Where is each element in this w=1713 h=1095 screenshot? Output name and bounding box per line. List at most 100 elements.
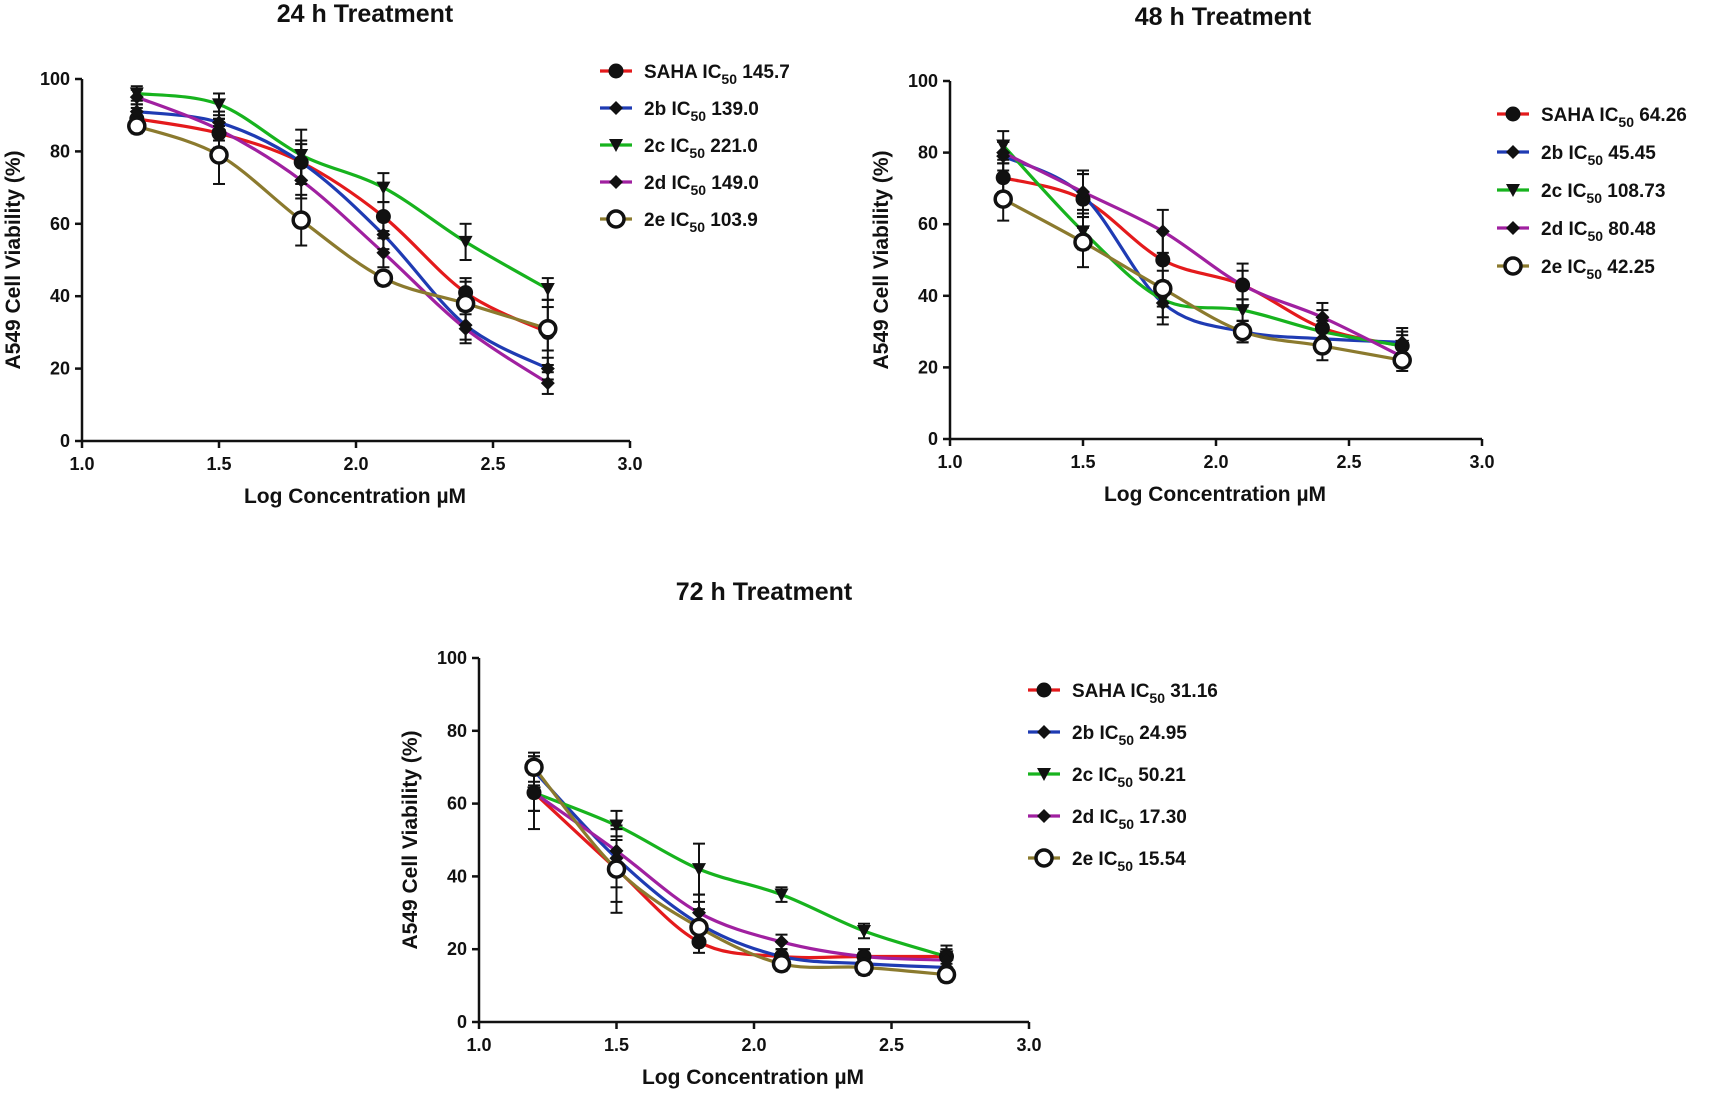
data-point-2d xyxy=(540,376,555,391)
y-tick-label: 40 xyxy=(50,286,70,306)
y-tick-label: 60 xyxy=(447,794,467,814)
chart-3: 72 h Treatment 1.0 1.5 2.0 2.5 3.0 0 20 40 60 80 10… xyxy=(399,578,1218,1089)
legend-marker xyxy=(1506,184,1520,197)
legend-entry-2b: 2b IC50 24.95 xyxy=(1028,723,1187,748)
legend-marker xyxy=(609,101,623,115)
x-tick-label: 1.5 xyxy=(206,454,231,474)
data-point-2c xyxy=(609,819,624,833)
data-point-2b xyxy=(540,361,555,376)
y-tick-label: 20 xyxy=(918,357,938,377)
legend-entry-2b: 2b IC50 45.45 xyxy=(1497,143,1656,168)
data-point-2c xyxy=(212,98,226,112)
legend-label: SAHA IC50 31.16 xyxy=(1072,681,1218,706)
data-point-2c xyxy=(294,149,309,163)
data-point-2d xyxy=(1155,224,1170,239)
data-point-2d xyxy=(1076,184,1090,199)
data-point-2b xyxy=(376,227,391,242)
legend-marker xyxy=(1503,256,1523,276)
data-point-2e xyxy=(524,757,544,777)
series-line-2e xyxy=(136,124,549,331)
y-tick-label: 60 xyxy=(918,214,938,234)
legend-marker xyxy=(1506,221,1520,235)
chart-title: 24 h Treatment xyxy=(277,0,454,28)
data-point-2e xyxy=(993,189,1013,209)
series-line-saha xyxy=(136,117,549,334)
data-point-2e xyxy=(936,964,957,985)
legend-label: 2d IC50 80.48 xyxy=(1541,219,1656,244)
legend-entry-2e: 2e IC50 42.25 xyxy=(1497,256,1655,282)
data-point-2d xyxy=(692,905,706,920)
y-tick-label: 0 xyxy=(457,1012,467,1032)
x-tick-label: 2.5 xyxy=(480,454,505,474)
legend-entry-saha: SAHA IC50 145.7 xyxy=(600,62,790,87)
x-axis-label: Log Concentration µM xyxy=(244,485,466,508)
legend-label: 2e IC50 103.9 xyxy=(644,210,758,235)
x-tick-label: 3.0 xyxy=(617,454,642,474)
data-point-2e xyxy=(606,859,627,879)
data-point-2e xyxy=(1392,350,1412,370)
x-tick-label: 2.5 xyxy=(1336,452,1361,472)
legend-label: 2c IC50 221.0 xyxy=(644,136,758,161)
series-line-2d xyxy=(1002,151,1403,359)
series-line-2b xyxy=(136,109,549,371)
data-point-2e xyxy=(1312,336,1333,356)
y-tick-label: 20 xyxy=(447,939,467,959)
data-point-2b xyxy=(294,155,309,170)
y-tick-label: 0 xyxy=(60,431,70,451)
y-tick-label: 80 xyxy=(918,143,938,163)
data-point-2e xyxy=(455,293,476,314)
x-tick-label: 3.0 xyxy=(1469,452,1494,472)
legend-marker xyxy=(1506,145,1520,159)
data-point-2e xyxy=(854,957,874,978)
legend-entry-2d: 2d IC50 17.30 xyxy=(1028,807,1187,832)
legend-entry-saha: SAHA IC50 64.26 xyxy=(1497,105,1687,130)
x-tick-label: 1.0 xyxy=(69,454,94,474)
legend-entry-2e: 2e IC50 15.54 xyxy=(1028,848,1186,874)
chart-2: 48 h Treatment 1.0 1.5 2.0 2.5 3.0 0 20 40 60 80 10… xyxy=(870,3,1687,506)
x-tick-label: 3.0 xyxy=(1016,1035,1041,1055)
data-point-2e xyxy=(689,917,709,938)
legend-marker xyxy=(609,175,623,189)
legend-label: SAHA IC50 145.7 xyxy=(644,62,790,87)
series-line-saha xyxy=(1002,176,1403,348)
x-tick-label: 2.0 xyxy=(1203,452,1228,472)
data-point-2d xyxy=(376,245,391,260)
data-point-2c xyxy=(774,888,789,902)
legend-marker xyxy=(1037,725,1051,739)
y-axis-label: A549 Cell Viability (%) xyxy=(399,730,422,949)
legend-marker xyxy=(608,63,624,79)
data-point-2d xyxy=(774,934,789,949)
data-point-2e xyxy=(291,210,311,230)
series-line-2b xyxy=(1002,154,1403,344)
legend-label: 2e IC50 15.54 xyxy=(1072,849,1186,874)
legend-marker xyxy=(1036,682,1052,698)
data-point-2e xyxy=(1073,232,1093,252)
data-point-2d xyxy=(1315,310,1330,325)
legend-label: 2d IC50 149.0 xyxy=(644,173,759,198)
y-axis-label: A549 Cell Viability (%) xyxy=(870,150,893,369)
data-point-2b xyxy=(129,104,144,119)
data-point-2c xyxy=(1315,325,1330,339)
data-point-2d xyxy=(1235,278,1250,293)
x-tick-label: 1.0 xyxy=(466,1035,491,1055)
legend-marker xyxy=(1037,809,1051,823)
x-tick-label: 1.5 xyxy=(1070,452,1095,472)
data-point-2c xyxy=(857,925,871,938)
data-point-2d xyxy=(294,173,309,188)
legend-label: 2e IC50 42.25 xyxy=(1541,257,1655,282)
series-line-2c xyxy=(136,91,549,291)
y-tick-label: 100 xyxy=(437,648,467,668)
legend-label: 2d IC50 17.30 xyxy=(1072,807,1187,832)
x-tick-label: 2.5 xyxy=(879,1035,904,1055)
data-point-2d xyxy=(609,843,624,858)
data-point-2e xyxy=(1153,278,1173,299)
data-point-2e xyxy=(1232,321,1253,342)
data-point-2c xyxy=(692,863,706,877)
legend-label: 2c IC50 108.73 xyxy=(1541,181,1665,206)
x-tick-label: 1.0 xyxy=(937,452,962,472)
data-point-2b xyxy=(212,115,226,130)
data-point-2c xyxy=(1235,304,1250,318)
legend-label: 2c IC50 50.21 xyxy=(1072,765,1186,790)
y-tick-label: 100 xyxy=(40,69,70,89)
